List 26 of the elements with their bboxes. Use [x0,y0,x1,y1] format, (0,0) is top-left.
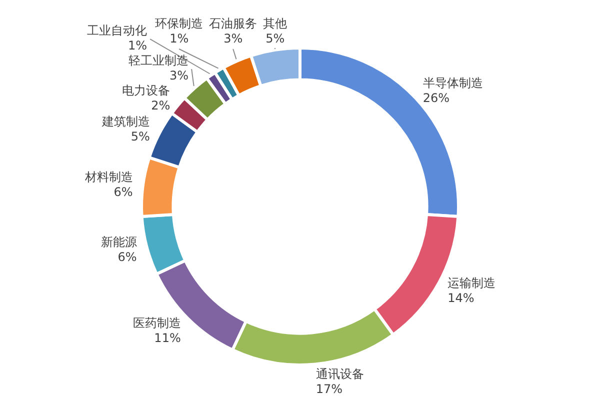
data-label: 17% [316,382,343,396]
data-label: 26% [422,90,450,105]
data-label: 11% [154,330,181,345]
slice-label: 新能源 [100,235,137,250]
data-label: 2% [151,98,170,113]
slice-label: 通讯设备 [316,366,364,381]
data-label: 6% [118,250,137,264]
slice-label: 材料制造 [84,170,133,184]
data-label: 1% [128,38,148,53]
slice-label: 运输制造 [448,276,496,290]
slice-label: 建筑制造 [100,114,150,129]
data-label: 14% [448,291,474,306]
slice-label: 半导体制造 [422,76,483,90]
data-label: 1% [170,32,189,46]
data-label: 5% [130,130,150,144]
slice-label: 轻工业制造 [128,54,189,68]
slice-label: 其他 [263,16,288,31]
slice-label: 工业自动化 [87,24,148,38]
slice-label: 环保制造 [155,16,204,31]
slice-label: 医药制造 [132,316,181,330]
data-label: 5% [266,32,285,46]
data-label: 3% [224,32,243,46]
data-label: 6% [114,185,133,200]
slice-label: 石油服务 [209,16,258,31]
slice-label: 电力设备 [122,84,170,98]
data-label: 3% [170,68,189,83]
